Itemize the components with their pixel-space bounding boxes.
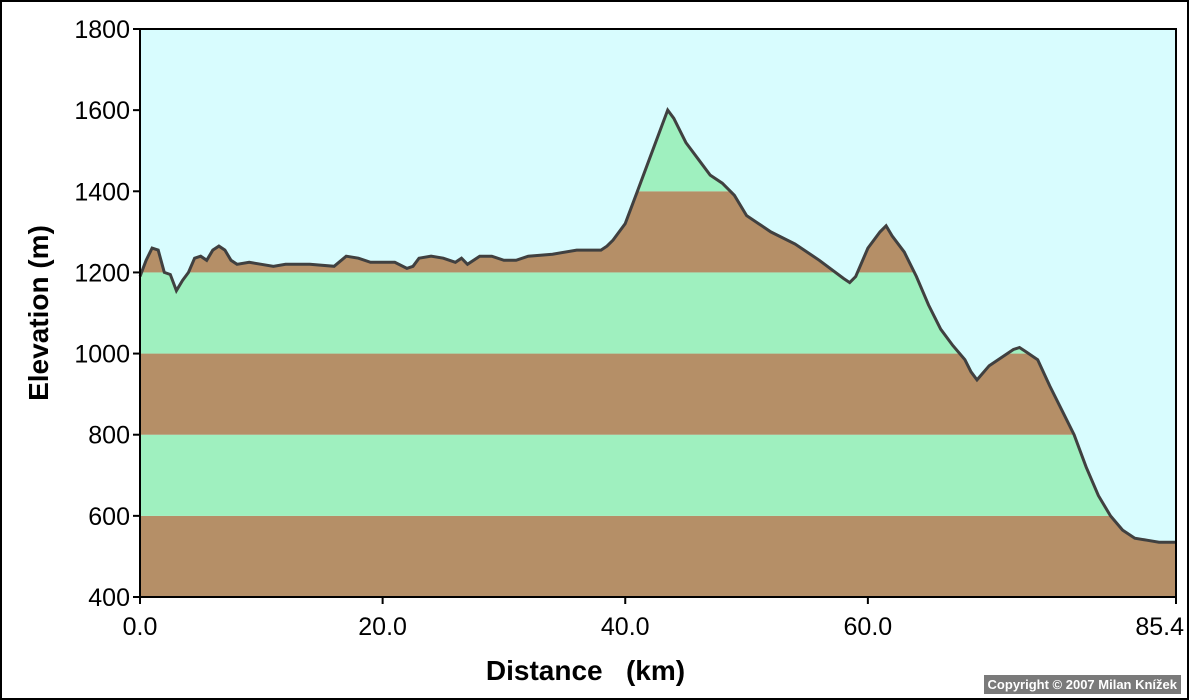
- y-tick-label: 1000: [74, 341, 130, 369]
- y-tick-label: 1800: [74, 16, 130, 44]
- y-tick-label: 600: [88, 503, 130, 531]
- x-axis-title: Distance (km): [486, 655, 685, 686]
- elevation-profile-line: [138, 106, 1176, 544]
- y-tick-label: 1600: [74, 97, 130, 125]
- y-tick-label: 1200: [74, 259, 130, 287]
- x-tick-label: 0.0: [123, 613, 158, 641]
- plot-border: [139, 28, 1177, 598]
- y-tick-label: 800: [88, 422, 130, 450]
- y-tick-label: 400: [88, 584, 130, 612]
- x-tick-label: 85.4: [1135, 613, 1184, 641]
- y-axis-title: Elevation (m): [23, 225, 54, 401]
- x-tick-label: 40.0: [601, 613, 650, 641]
- elevation-band: [140, 434, 1176, 516]
- elevation-band: [140, 515, 1176, 597]
- copyright-notice: Copyright © 2007 Milan Knížek: [983, 675, 1181, 694]
- y-axis: 400 600 800 1000 1200 1400 1600 1800: [74, 16, 140, 612]
- x-tick-label: 60.0: [844, 613, 893, 641]
- y-tick-label: 1400: [74, 178, 130, 206]
- x-tick-label: 20.0: [358, 613, 407, 641]
- elevation-band: [140, 353, 1176, 435]
- x-axis: 0.0 20.0 40.0 60.0 85.4: [123, 597, 1184, 641]
